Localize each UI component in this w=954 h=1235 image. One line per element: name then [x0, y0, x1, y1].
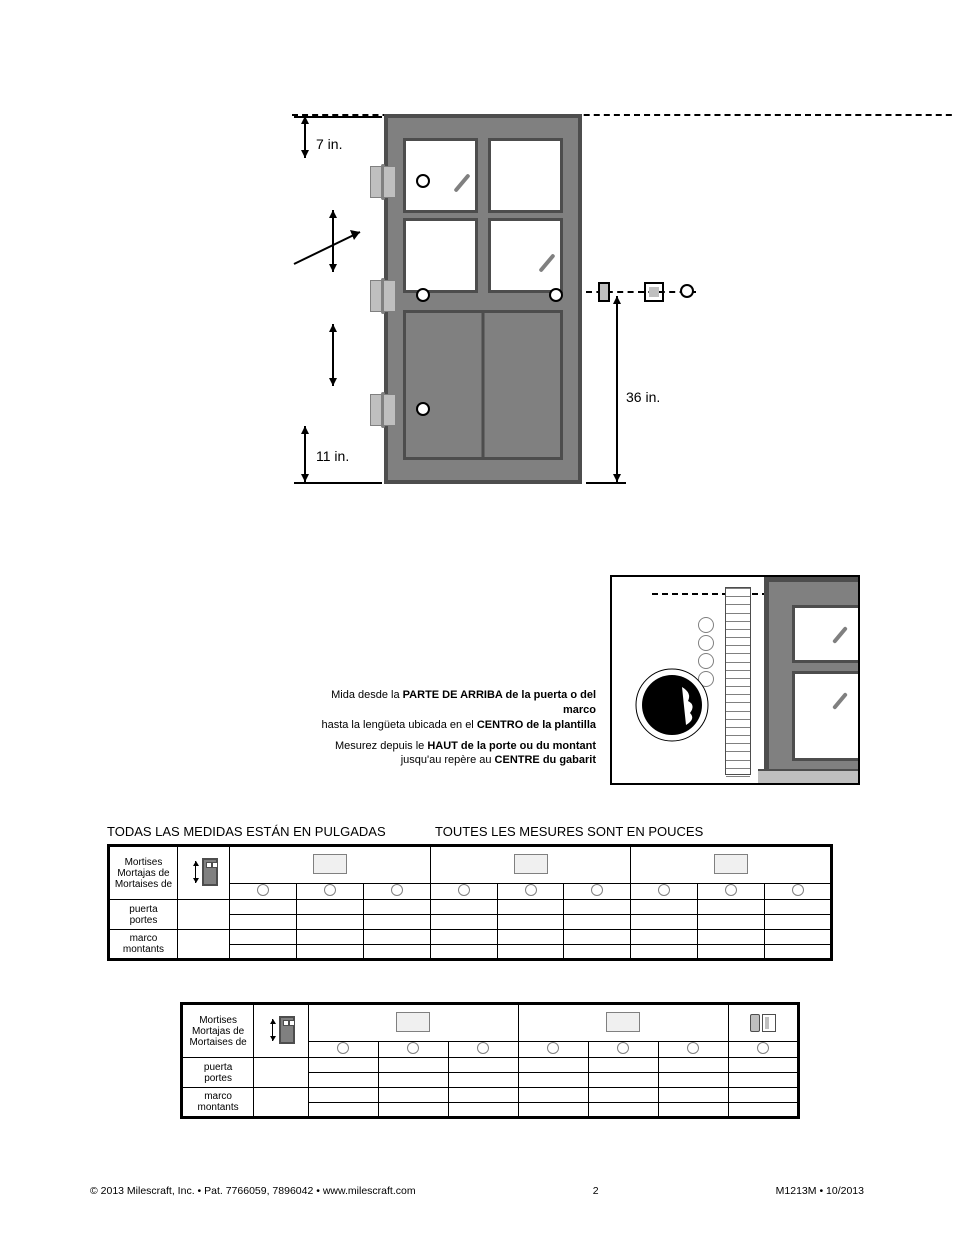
latch-plate-icon [644, 282, 664, 302]
row-label-mortises-en: Mortises [199, 1015, 237, 1026]
circle-icon [617, 1042, 629, 1054]
dimension-label: 11 in. [316, 448, 349, 464]
row-label-door-es: puerta [204, 1062, 232, 1073]
row-label-door-fr: portes [204, 1073, 232, 1084]
template-icon [313, 854, 347, 874]
table-heading-es: TODAS LAS MEDIDAS ESTÁN EN PULGADAS [107, 824, 386, 839]
circle-icon [792, 884, 804, 896]
circle-icon [687, 1042, 699, 1054]
bore-circle-icon [680, 284, 694, 298]
tiny-door-icon [195, 858, 213, 886]
circle-icon [547, 1042, 559, 1054]
instruction-fr-2a: jusqu'au repère au [401, 754, 495, 766]
dimension-arrow-icon [332, 324, 334, 386]
row-label-frame-es: marco [204, 1091, 232, 1102]
table-heading-fr: TOUTES LES MESURES SONT EN POUCES [435, 824, 703, 839]
circle-icon [458, 884, 470, 896]
measurement-table-2: MortisesMortajas deMortaises de puertapor… [180, 1002, 800, 1119]
row-label-door-fr: portes [130, 915, 158, 926]
instruction-es-2b: CENTRO de la plantilla [477, 719, 596, 731]
instruction-fr-1a: Mesurez depuis le [335, 740, 427, 752]
row-label-mortises-en: Mortises [125, 857, 163, 868]
knob-bore-icon [549, 288, 563, 302]
footer-right: M1213M • 10/2013 [776, 1185, 864, 1197]
circle-icon [757, 1042, 769, 1054]
instruction-es-1b: PARTE DE ARRIBA de la puerta o del marco [403, 689, 596, 716]
door-hinge-diagram: 7 in. 11 in. 36 in. [292, 114, 692, 484]
circle-icon [525, 884, 537, 896]
instruction-es-2a: hasta la lengüeta ubicada en el [321, 719, 476, 731]
row-label-frame-es: marco [130, 933, 158, 944]
template-icon [396, 1012, 430, 1032]
hinge-icon [370, 394, 396, 426]
footer-center: 2 [593, 1185, 599, 1197]
page-footer: © 2013 Milescraft, Inc. • Pat. 7766059, … [90, 1185, 864, 1197]
pointer-arrow-icon [292, 224, 370, 266]
dimension-label: 7 in. [316, 136, 342, 152]
instruction-fr-2b: CENTRE du gabarit [495, 754, 596, 766]
circle-icon [324, 884, 336, 896]
instruction-es-1a: Mida desde la [331, 689, 403, 701]
hinge-icon [370, 166, 396, 198]
row-label-frame-fr: montants [198, 1102, 239, 1113]
circle-icon [725, 884, 737, 896]
circle-icon [391, 884, 403, 896]
template-icon [606, 1012, 640, 1032]
row-label-mortises-es: Mortajas de [117, 868, 169, 879]
center-marker-icon [416, 174, 430, 188]
footer-left: © 2013 Milescraft, Inc. • Pat. 7766059, … [90, 1185, 416, 1197]
dimension-arrow-icon [304, 426, 306, 482]
dimension-arrow-icon [304, 116, 306, 158]
instruction-fr-1b: HAUT de la porte ou du montant [427, 740, 596, 752]
template-closeup-diagram [610, 575, 860, 785]
template-icon [714, 854, 748, 874]
instruction-text: Mida desde la PARTE DE ARRIBA de la puer… [296, 688, 596, 774]
dimension-arrow-icon [616, 296, 618, 482]
strike-plate-icon [598, 282, 610, 302]
circle-icon [477, 1042, 489, 1054]
strike-icon [750, 1014, 760, 1032]
row-label-mortises-fr: Mortaises de [115, 879, 172, 890]
row-label-mortises-fr: Mortaises de [189, 1037, 246, 1048]
circle-icon [591, 884, 603, 896]
circle-icon [337, 1042, 349, 1054]
tiny-door-icon [272, 1016, 290, 1044]
circle-icon [257, 884, 269, 896]
center-marker-icon [416, 402, 430, 416]
measurement-table-1: MortisesMortajas deMortaises de puertapor… [107, 844, 833, 961]
hinge-icon [370, 280, 396, 312]
dimension-label: 36 in. [626, 389, 660, 405]
latch-icon [762, 1014, 776, 1032]
template-icon [514, 854, 548, 874]
center-marker-icon [416, 288, 430, 302]
row-label-frame-fr: montants [123, 944, 164, 955]
circle-icon [407, 1042, 419, 1054]
circle-icon [658, 884, 670, 896]
row-label-mortises-es: Mortajas de [192, 1026, 244, 1037]
row-label-door-es: puerta [129, 904, 157, 915]
